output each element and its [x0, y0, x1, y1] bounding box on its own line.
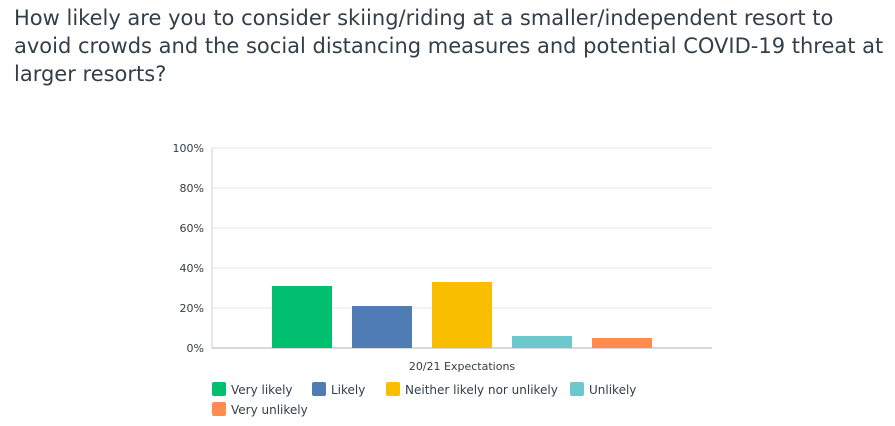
legend-swatch	[386, 382, 400, 396]
bar-unlikely	[512, 336, 572, 348]
y-tick-label: 40%	[180, 262, 204, 275]
x-category-label: 20/21 Expectations	[409, 360, 516, 373]
legend-item: Very likely	[212, 382, 293, 397]
bar-very-likely	[272, 286, 332, 348]
legend-label: Neither likely nor unlikely	[405, 383, 558, 397]
legend-swatch	[312, 382, 326, 396]
chart-legend: Very likely Likely Neither likely nor unli…	[212, 382, 636, 417]
y-tick-label: 100%	[173, 142, 204, 155]
bar-likely	[352, 306, 412, 348]
legend-swatch	[570, 382, 584, 396]
legend-item: Very unlikely	[212, 402, 308, 417]
legend-item: Unlikely	[570, 382, 636, 397]
legend-label: Very likely	[231, 383, 293, 397]
legend-label: Very unlikely	[231, 403, 308, 417]
y-tick-label: 80%	[180, 182, 204, 195]
bar-neither-likely-nor-unlikely	[432, 282, 492, 348]
legend-label: Unlikely	[589, 383, 636, 397]
legend-swatch	[212, 382, 226, 396]
question-title: How likely are you to consider skiing/ri…	[14, 6, 884, 86]
bar-series	[272, 282, 652, 348]
y-tick-label: 0%	[187, 342, 204, 355]
y-axis-ticks: 0% 20% 40% 60% 80% 100%	[173, 142, 204, 355]
y-tick-label: 60%	[180, 222, 204, 235]
legend-swatch	[212, 402, 226, 416]
legend-label: Likely	[331, 383, 365, 397]
legend-item: Neither likely nor unlikely	[386, 382, 558, 397]
y-tick-label: 20%	[180, 302, 204, 315]
bar-very-unlikely	[592, 338, 652, 348]
legend-item: Likely	[312, 382, 365, 397]
chart-grid	[212, 147, 712, 309]
